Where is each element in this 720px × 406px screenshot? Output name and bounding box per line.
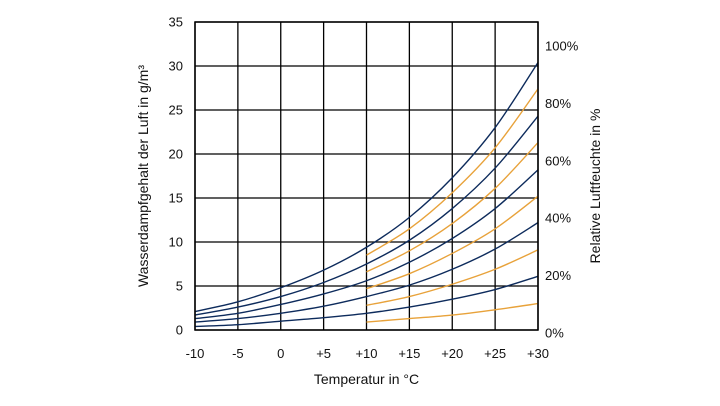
x-tick-label: +10: [355, 346, 377, 361]
curve-rh-100: [194, 62, 539, 313]
y-tick-label: 35: [169, 15, 183, 30]
x-tick-label: -5: [232, 346, 244, 361]
curve-rh-30: [366, 249, 539, 307]
curve-rh-50: [366, 195, 539, 290]
y2-tick-label: 0%: [545, 326, 564, 341]
y-tick-label: 20: [169, 147, 183, 162]
plot-frame: [194, 21, 539, 331]
curve-rh-10: [366, 302, 539, 323]
y-tick-label: 15: [169, 191, 183, 206]
y-axis-title: Wasserdampfgehalt der Luft in g/m³: [135, 65, 151, 287]
curve-rh-60: [194, 169, 539, 320]
y2-tick-label: 40%: [545, 211, 571, 226]
y2-tick-label: 20%: [545, 268, 571, 283]
x-tick-label: +25: [484, 346, 506, 361]
x-axis-title: Temperatur in °C: [314, 371, 419, 387]
y2-tick-label: 60%: [545, 153, 571, 168]
x-tick-label: +5: [316, 346, 331, 361]
curve-rh-40: [194, 222, 539, 323]
x-tick-label: -10: [186, 346, 205, 361]
curve-rh-70: [366, 142, 539, 273]
y-tick-label: 5: [176, 279, 183, 294]
y2-axis-title: Relative Luftfeuchte in %: [587, 109, 603, 264]
x-tick-label: +20: [441, 346, 463, 361]
y-tick-label: 25: [169, 103, 183, 118]
y-tick-label: 30: [169, 59, 183, 74]
y-tick-labels: 0 5 10 15 20 25 30 35: [169, 15, 183, 338]
x-tick-label: +30: [527, 346, 549, 361]
y2-tick-label: 80%: [545, 96, 571, 111]
x-tick-labels: -10 -5 0 +5 +10 +15 +20 +25 +30: [186, 346, 549, 361]
x-tick-label: +15: [398, 346, 420, 361]
y-tick-label: 0: [176, 323, 183, 338]
grid-lines: [194, 21, 539, 331]
curve-rh-20: [194, 275, 539, 328]
humidity-curves: [194, 62, 539, 328]
y2-tick-label: 100%: [545, 39, 579, 54]
y2-tick-labels: 0% 20% 40% 60% 80% 100%: [545, 39, 579, 341]
y-tick-label: 10: [169, 235, 183, 250]
x-tick-label: 0: [277, 346, 284, 361]
curve-rh-90: [366, 88, 539, 256]
curve-rh-80: [194, 115, 539, 316]
